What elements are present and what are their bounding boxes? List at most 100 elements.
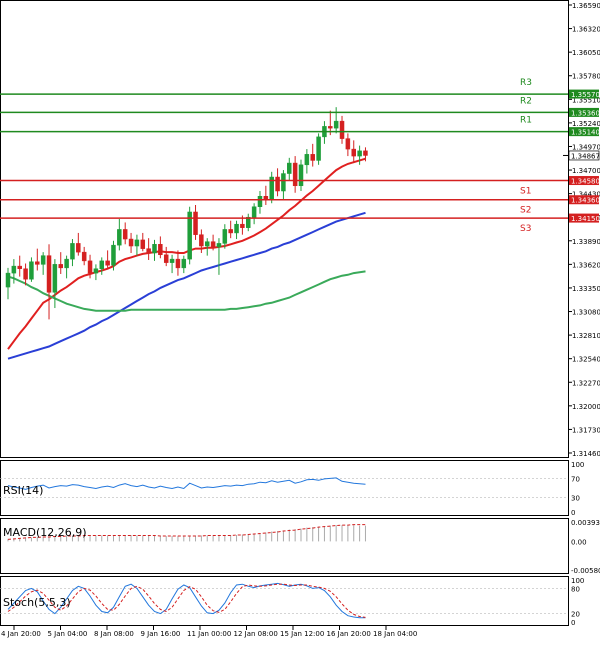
- rsi-panel-frame: [0, 460, 569, 516]
- pivot-name-s1: S1: [520, 187, 531, 197]
- candle-body: [122, 229, 128, 240]
- candle-body: [187, 211, 192, 260]
- time-tick-label: 18 Jan 04:00: [373, 630, 417, 638]
- price-tick-label: 1.36050: [572, 49, 600, 57]
- stoch-tick-label: 100: [571, 577, 584, 585]
- candle-body: [281, 173, 286, 192]
- candle-body: [339, 120, 345, 139]
- pivot-price-tag: [569, 213, 599, 223]
- pivot-price-label: 1.35140: [571, 129, 600, 137]
- price-tick-label: 1.34430: [572, 191, 600, 199]
- pivot-price-label: 1.35360: [571, 109, 600, 117]
- candle-body: [99, 260, 105, 269]
- candle-body: [175, 258, 181, 269]
- price-tick-label: 1.31730: [572, 426, 600, 434]
- pivot-name-s3: S3: [520, 224, 531, 234]
- pivot-price-tag: [569, 127, 599, 137]
- candle-body: [345, 138, 351, 150]
- candle-body: [87, 260, 93, 274]
- time-tick-label: 15 Jan 12:00: [280, 630, 324, 638]
- rsi-tick-label: 70: [571, 475, 580, 483]
- macd-label: MACD(12,26,9): [3, 526, 87, 539]
- candle-body: [70, 243, 75, 260]
- price-tick-label: 1.33350: [572, 285, 600, 293]
- candle-body: [93, 268, 99, 274]
- pivot-price-tag: [569, 107, 599, 117]
- candle-body: [234, 223, 239, 234]
- macd-tick-label: -0.005803: [571, 567, 600, 575]
- price-tick-label: 1.34970: [572, 143, 600, 151]
- pivot-price-label: 1.34360: [571, 197, 600, 205]
- stoch-tick-label: 20: [571, 611, 580, 619]
- candle-body: [316, 136, 321, 161]
- candle-body: [351, 148, 356, 157]
- candle-body: [287, 162, 292, 174]
- candle-body: [105, 260, 110, 266]
- price-tick-label: 1.33080: [572, 309, 600, 317]
- candle-body: [210, 241, 216, 248]
- pivot-name-r1: R1: [520, 116, 532, 126]
- macd-panel-frame: [0, 518, 569, 574]
- time-tick-label: 8 Jan 08:00: [94, 630, 134, 638]
- pivot-name-r3: R3: [520, 78, 532, 88]
- candle-body: [76, 243, 81, 253]
- current-price-label: 1.34867: [571, 152, 600, 160]
- pivot-price-tag: [569, 89, 599, 99]
- candle-body: [251, 206, 257, 218]
- macd-tick-label: 0.003934: [571, 519, 600, 527]
- time-tick-label: 12 Jan 08:00: [234, 630, 278, 638]
- rsi-tick-label: 100: [571, 461, 584, 469]
- candle-body: [128, 238, 134, 247]
- price-tick-label: 1.32810: [572, 332, 600, 340]
- current-price: 1.34867: [563, 150, 600, 161]
- candle-body: [11, 265, 17, 274]
- macd-tick-label: 0.00: [571, 538, 587, 546]
- stoch-tick-label: 80: [571, 585, 580, 593]
- candle-body: [158, 244, 163, 256]
- candle-body: [199, 234, 204, 247]
- time-tick-label: 5 Jan 04:00: [48, 630, 88, 638]
- pivot-price-tag: [569, 195, 599, 205]
- pivot-name-s2: S2: [520, 206, 531, 216]
- candle-body: [17, 265, 22, 269]
- candle-body: [169, 258, 175, 263]
- price-tick-label: 1.36590: [572, 2, 600, 10]
- moving-average-line: [7, 211, 366, 360]
- price-tick-label: 1.35510: [572, 96, 600, 104]
- candle-body: [40, 255, 46, 265]
- candle-body: [23, 268, 28, 280]
- price-tick-label: 1.33620: [572, 261, 600, 269]
- candle-body: [152, 244, 157, 254]
- candle-body: [246, 216, 251, 228]
- candle-body: [228, 229, 233, 234]
- candle-body: [204, 241, 210, 247]
- candle-body: [193, 211, 198, 235]
- stoch-tick-label: 0: [571, 619, 575, 627]
- candle-body: [163, 254, 169, 263]
- candle-body: [140, 239, 146, 249]
- candle-body: [46, 255, 52, 293]
- candle-body: [310, 154, 315, 161]
- candle-body: [64, 258, 69, 269]
- price-tick-label: 1.35780: [572, 73, 600, 81]
- pivot-name-r2: R2: [520, 96, 532, 106]
- moving-averages: [7, 157, 366, 360]
- candle-body: [5, 272, 11, 288]
- current-price-tag: [568, 150, 600, 161]
- time-tick-label: 16 Jan 20:00: [327, 630, 371, 638]
- candle-body: [117, 229, 122, 246]
- time-axis: 4 Jan 20:00 5 Jan 04:00 8 Jan 08:00 9 Jan 1…: [1, 626, 417, 638]
- price-axis: 1.36590 1.36320 1.36050 1.35780 1.35510 1.352…: [568, 2, 600, 458]
- rsi-line: [7, 477, 366, 490]
- price-tick-label: 1.35240: [572, 120, 600, 128]
- candle-body: [216, 243, 222, 248]
- price-tick-label: 1.31460: [572, 450, 600, 458]
- price-tick-label: 1.36320: [572, 26, 600, 34]
- candle-body: [52, 264, 58, 293]
- candle-body: [357, 150, 362, 157]
- rsi-tick-label: 30: [571, 495, 580, 503]
- rsi-indicator: 100 70 30 0: [0, 461, 584, 517]
- candle-body: [257, 196, 263, 207]
